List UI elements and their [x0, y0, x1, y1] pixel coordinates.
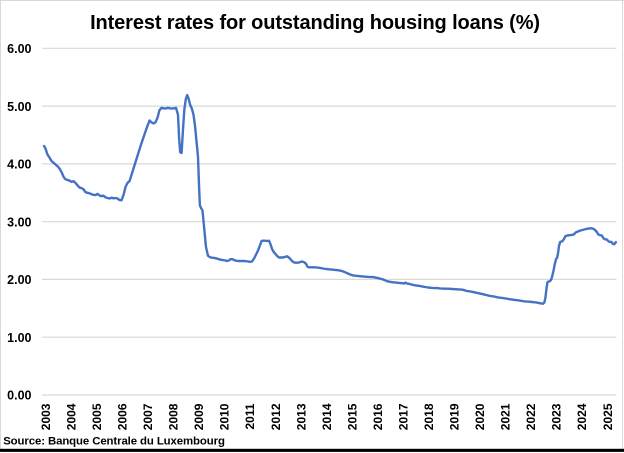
- svg-text:2010: 2010: [218, 403, 232, 430]
- svg-text:2006: 2006: [116, 403, 130, 430]
- svg-text:5.00: 5.00: [7, 100, 31, 114]
- svg-text:2016: 2016: [371, 403, 385, 430]
- svg-text:2023: 2023: [550, 403, 564, 430]
- svg-text:2004: 2004: [64, 403, 78, 430]
- svg-text:2.00: 2.00: [7, 273, 31, 287]
- svg-text:2003: 2003: [39, 403, 53, 430]
- svg-text:2012: 2012: [269, 403, 283, 430]
- svg-text:2007: 2007: [141, 403, 155, 430]
- svg-text:2024: 2024: [575, 403, 589, 430]
- svg-text:2013: 2013: [294, 403, 308, 430]
- svg-text:Interest rates for outstanding: Interest rates for outstanding housing l…: [90, 12, 540, 34]
- svg-text:2021: 2021: [499, 403, 513, 430]
- svg-text:2005: 2005: [90, 403, 104, 430]
- svg-text:2008: 2008: [167, 403, 181, 430]
- svg-text:Source: Banque Centrale du Lux: Source: Banque Centrale du Luxembourg: [3, 436, 225, 448]
- svg-text:2020: 2020: [473, 403, 487, 430]
- svg-text:2025: 2025: [601, 403, 615, 430]
- svg-text:2009: 2009: [192, 403, 206, 430]
- svg-text:3.00: 3.00: [7, 215, 31, 229]
- svg-text:2015: 2015: [345, 403, 359, 430]
- svg-text:2018: 2018: [422, 403, 436, 430]
- svg-text:2017: 2017: [397, 403, 411, 430]
- svg-text:0.00: 0.00: [7, 389, 31, 403]
- svg-text:1.00: 1.00: [7, 331, 31, 345]
- svg-text:2011: 2011: [243, 403, 257, 429]
- svg-text:2014: 2014: [320, 403, 334, 430]
- svg-text:6.00: 6.00: [7, 42, 31, 56]
- svg-text:2022: 2022: [524, 403, 538, 430]
- svg-text:4.00: 4.00: [7, 158, 31, 172]
- svg-text:2019: 2019: [448, 403, 462, 430]
